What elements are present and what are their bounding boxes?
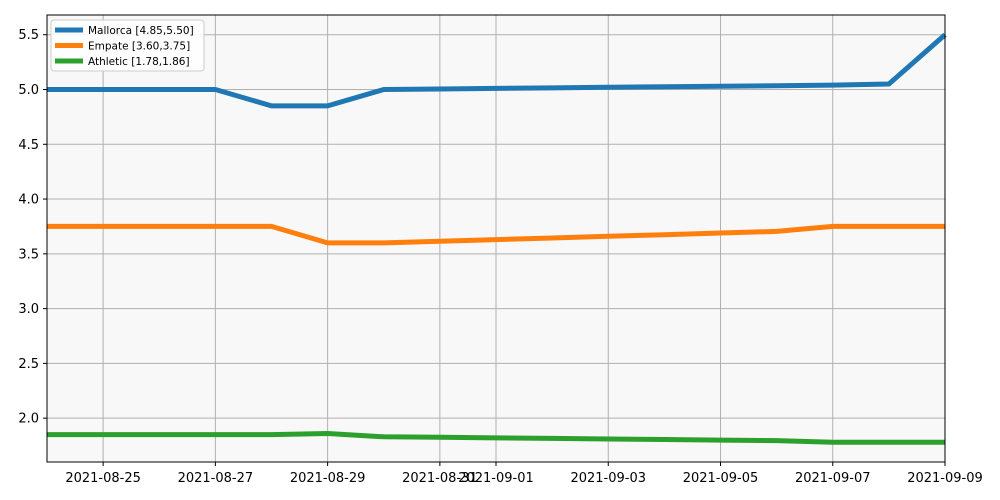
- x-tick-label: 2021-08-27: [178, 471, 254, 486]
- legend-box: [50, 19, 205, 72]
- y-tick-label: 4.5: [18, 138, 39, 153]
- legend-label: Mallorca [4.85,5.50]: [88, 25, 194, 37]
- series-line-2: [47, 431, 945, 445]
- y-tick-label: 5.0: [18, 83, 39, 98]
- legend-label: Empate [3.60,3.75]: [88, 40, 190, 52]
- x-tick-label: 2021-09-01: [458, 471, 534, 486]
- y-tick-label: 2.5: [18, 357, 39, 372]
- series-line-0: [47, 32, 947, 109]
- y-tick-label: 2.0: [18, 412, 39, 427]
- y-tick-label: 3.5: [18, 247, 39, 262]
- legend: Mallorca [4.85,5.50] Empate [3.60,3.75] At…: [50, 19, 205, 72]
- y-axis-ticks: 2.0 2.5 3.0 3.5 4.0 4.5 5.0 5.5: [18, 28, 47, 427]
- x-tick-label: 2021-09-07: [795, 471, 871, 486]
- x-tick-label: 2021-09-09: [907, 471, 983, 486]
- x-tick-label: 2021-09-05: [683, 471, 759, 486]
- x-tick-label: 2021-08-25: [65, 471, 141, 486]
- y-tick-label: 4.0: [18, 193, 39, 208]
- x-tick-label: 2021-08-31: [402, 471, 478, 486]
- x-tick-label: 2021-08-29: [290, 471, 366, 486]
- x-tick-label: 2021-09-03: [570, 471, 646, 486]
- legend-label: Athletic [1.78,1.86]: [88, 56, 190, 68]
- y-tick-label: 3.0: [18, 302, 39, 317]
- series-lines: [47, 32, 947, 445]
- x-axis-ticks: 2021-08-25 2021-08-27 2021-08-29 2021-08-31…: [65, 462, 983, 486]
- y-tick-label: 5.5: [18, 28, 39, 43]
- series-line-1: [47, 223, 945, 246]
